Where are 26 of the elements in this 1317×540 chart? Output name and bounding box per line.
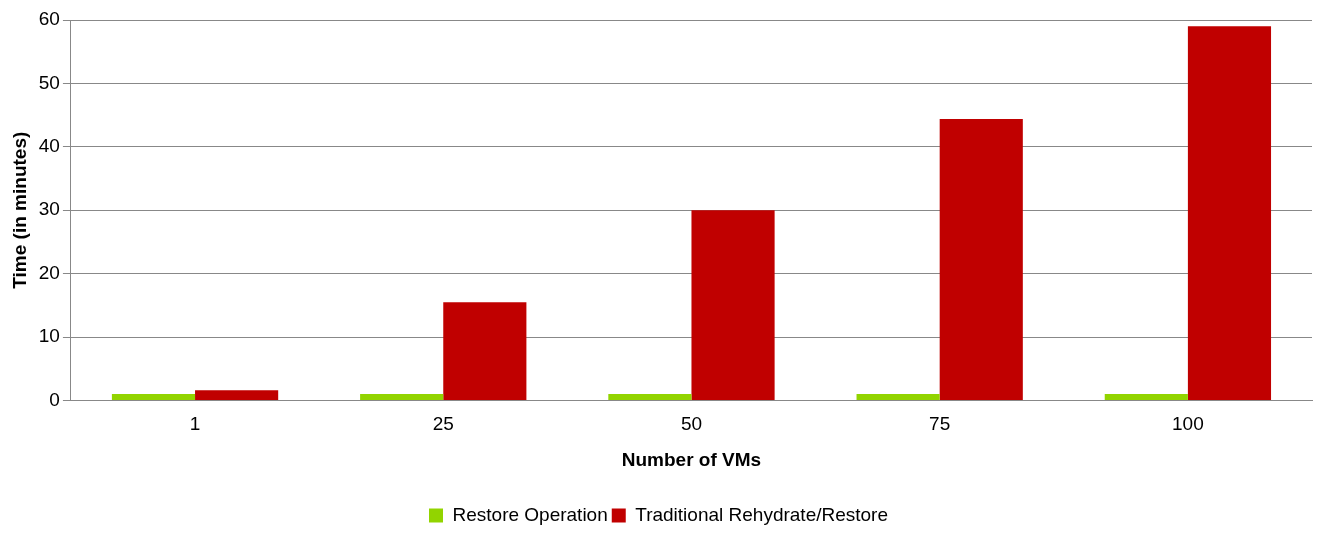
bar <box>608 394 692 400</box>
bar <box>111 394 196 400</box>
x-tick-label: 75 <box>929 413 951 435</box>
x-axis-title: Number of VMs <box>621 448 762 470</box>
y-tick-label: 50 <box>38 71 60 93</box>
y-tick-label: 0 <box>49 388 60 410</box>
bar <box>443 302 527 400</box>
bar <box>1187 26 1272 400</box>
y-tick-label: 40 <box>38 135 60 157</box>
bar <box>691 210 775 400</box>
bar <box>939 118 1023 400</box>
y-axis-title: Time (in minutes) <box>8 131 30 289</box>
bar <box>1104 394 1188 400</box>
x-tick-label: 1 <box>189 413 201 435</box>
y-tick-label: 60 <box>38 8 60 30</box>
legend-label: Traditional Rehydrate/Restore <box>635 503 889 525</box>
x-tick-label: 25 <box>432 413 454 435</box>
bar <box>195 390 279 400</box>
x-tick-label: 100 <box>1172 413 1204 435</box>
bar <box>360 394 444 400</box>
bar <box>856 394 940 400</box>
y-tick-label: 20 <box>38 261 60 283</box>
y-tick-label: 10 <box>38 325 60 347</box>
legend-label: Restore Operation <box>452 503 608 525</box>
x-tick-label: 50 <box>680 413 703 435</box>
y-tick-label: 30 <box>38 198 60 220</box>
